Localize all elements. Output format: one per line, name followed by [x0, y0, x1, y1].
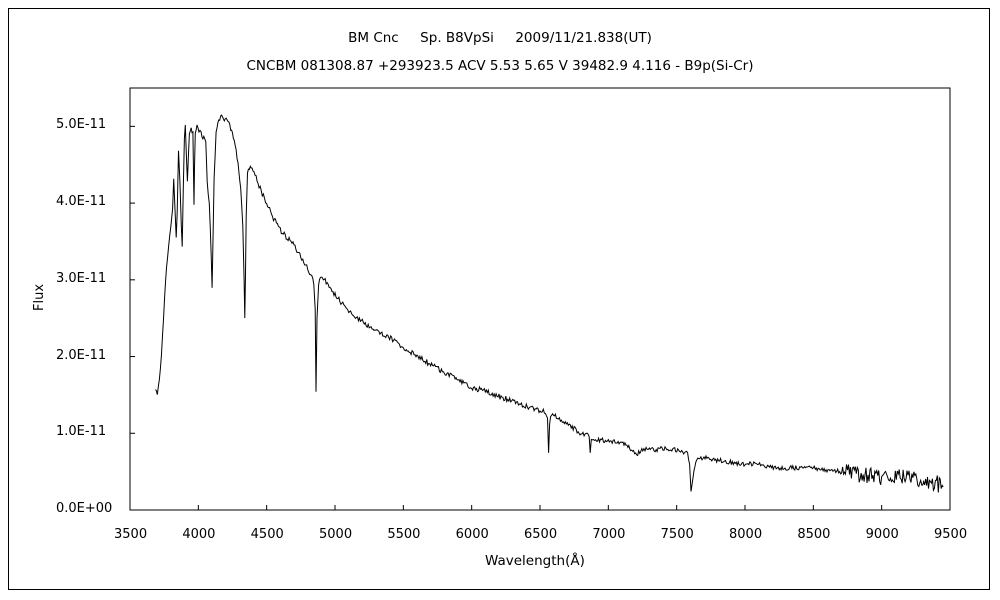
plot-area-border	[129, 87, 951, 511]
chart-title: BM Cnc Sp. B8VpSi 2009/11/21.838(UT)	[348, 30, 652, 46]
spectrum-line	[154, 114, 944, 493]
y-tick-label: 3.0E-11	[56, 270, 107, 286]
x-tick-label: 9000	[865, 527, 899, 542]
x-tick-label: 8500	[797, 527, 831, 542]
x-tick-label: 3500	[114, 527, 148, 542]
chart-frame	[8, 8, 990, 590]
x-tick-label: 7000	[592, 527, 626, 542]
x-tick-label: 6500	[524, 527, 558, 542]
x-tick-label: 9500	[934, 527, 968, 542]
y-tick-label: 2.0E-11	[56, 347, 107, 363]
x-axis-label: Wavelength(Å)	[485, 553, 585, 569]
x-tick-label: 4500	[250, 527, 284, 542]
x-tick-label: 5000	[319, 527, 353, 542]
y-axis-label: Flux	[32, 283, 48, 312]
y-tick-label: 1.0E-11	[56, 424, 107, 440]
y-tick-label: 5.0E-11	[56, 117, 107, 133]
x-tick-label: 8000	[729, 527, 763, 542]
x-tick-label: 6000	[455, 527, 489, 542]
y-tick-label: 0.0E+00	[56, 501, 113, 516]
axis-ticks	[129, 125, 951, 511]
y-tick-label: 4.0E-11	[56, 194, 107, 210]
x-tick-label: 5500	[387, 527, 421, 542]
x-tick-label: 7500	[660, 527, 694, 542]
chart-subtitle: CNCBM 081308.87 +293923.5 ACV 5.53 5.65 …	[246, 58, 754, 74]
x-tick-label: 4000	[182, 527, 216, 542]
